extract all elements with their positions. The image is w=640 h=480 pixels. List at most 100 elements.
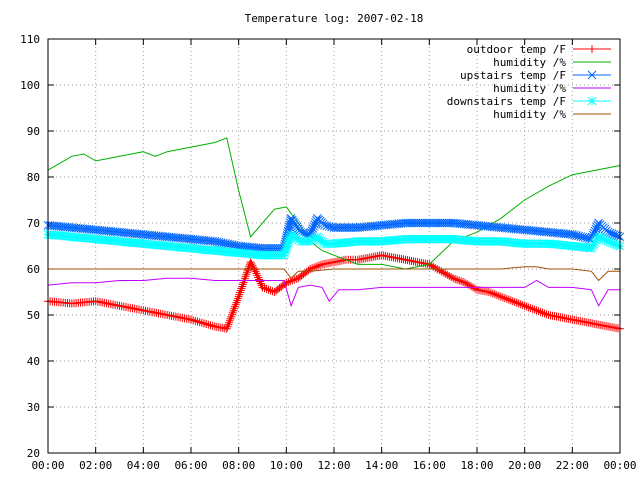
data-point xyxy=(532,306,541,315)
data-point xyxy=(280,248,290,258)
data-point xyxy=(524,303,533,312)
data-point xyxy=(258,283,267,292)
data-point xyxy=(316,261,325,270)
data-point xyxy=(449,274,458,283)
legend-label: downstairs temp /F xyxy=(447,95,566,108)
data-point xyxy=(224,320,233,329)
y-tick-label: 110 xyxy=(20,33,40,46)
data-point xyxy=(342,223,352,232)
data-point xyxy=(588,45,596,53)
data-point xyxy=(457,277,466,286)
x-tick-label: 06:00 xyxy=(174,459,207,472)
data-point xyxy=(284,236,294,246)
data-point xyxy=(514,299,523,308)
data-point xyxy=(424,218,434,228)
data-point xyxy=(273,243,282,253)
legend-label: humidity /% xyxy=(493,108,566,121)
data-point xyxy=(281,246,290,256)
x-tick-label: 14:00 xyxy=(365,459,398,472)
data-point xyxy=(264,285,273,294)
x-tick-label: 00:00 xyxy=(31,459,64,472)
legend-item: outdoor temp /F xyxy=(467,43,611,56)
data-point xyxy=(250,265,259,274)
data-point xyxy=(522,302,531,311)
data-point xyxy=(453,275,462,284)
data-point xyxy=(288,276,297,285)
data-point xyxy=(427,218,436,228)
data-point xyxy=(252,269,261,278)
data-point xyxy=(409,218,419,228)
data-point xyxy=(518,301,527,310)
data-point xyxy=(260,284,269,293)
data-point xyxy=(588,242,597,251)
data-point xyxy=(516,300,525,309)
data-point xyxy=(340,223,350,232)
data-point xyxy=(249,263,258,272)
grid xyxy=(48,39,620,453)
data-point xyxy=(422,218,432,228)
legend-item: humidity /% xyxy=(493,108,611,121)
data-point xyxy=(444,218,454,228)
series-line xyxy=(47,137,621,270)
data-point xyxy=(253,271,262,280)
data-point xyxy=(331,223,341,232)
data-point xyxy=(329,223,339,232)
data-point xyxy=(262,284,271,293)
data-point xyxy=(407,218,417,228)
legend-label: humidity /% xyxy=(493,82,566,95)
data-point xyxy=(282,278,291,287)
series-line xyxy=(48,266,620,282)
legend-label: upstairs temp /F xyxy=(460,69,566,82)
data-point xyxy=(498,293,507,302)
series-line xyxy=(47,277,620,308)
y-tick-label: 60 xyxy=(27,263,40,276)
data-point xyxy=(227,310,236,319)
series-0 xyxy=(44,251,624,333)
data-point xyxy=(494,291,503,300)
data-point xyxy=(587,70,597,80)
data-point xyxy=(231,300,240,309)
x-tick-label: 04:00 xyxy=(127,459,160,472)
data-point xyxy=(496,292,505,301)
data-point xyxy=(471,284,480,293)
legend-label: humidity /% xyxy=(493,56,566,69)
data-point xyxy=(189,316,198,325)
data-point xyxy=(336,223,345,232)
data-point xyxy=(191,316,200,325)
data-point xyxy=(246,258,255,267)
data-point xyxy=(429,218,439,228)
data-point xyxy=(411,218,421,228)
data-point xyxy=(195,318,204,327)
data-point xyxy=(508,297,517,306)
series-4 xyxy=(43,230,625,260)
y-tick-label: 70 xyxy=(27,217,40,230)
data-point xyxy=(349,223,358,232)
data-point xyxy=(266,243,276,253)
x-tick-label: 18:00 xyxy=(460,459,493,472)
series-layer xyxy=(43,137,625,333)
data-point xyxy=(447,273,456,282)
data-point xyxy=(225,316,234,325)
data-point xyxy=(590,238,600,247)
data-point xyxy=(230,304,239,313)
data-point xyxy=(240,274,249,283)
data-point xyxy=(283,240,292,250)
data-point xyxy=(247,260,256,269)
data-point xyxy=(208,321,217,330)
data-point xyxy=(613,240,623,250)
data-point xyxy=(437,218,447,228)
x-tick-label: 10:00 xyxy=(270,459,303,472)
x-tick-label: 02:00 xyxy=(79,459,112,472)
data-point xyxy=(224,318,233,327)
data-point xyxy=(197,318,206,327)
data-point xyxy=(591,236,601,245)
data-point xyxy=(344,223,354,232)
data-point xyxy=(222,324,231,333)
data-point xyxy=(542,310,551,319)
data-point xyxy=(284,278,293,287)
data-point xyxy=(440,218,449,228)
data-point xyxy=(281,244,291,254)
data-point xyxy=(304,266,313,275)
data-point xyxy=(255,277,264,286)
